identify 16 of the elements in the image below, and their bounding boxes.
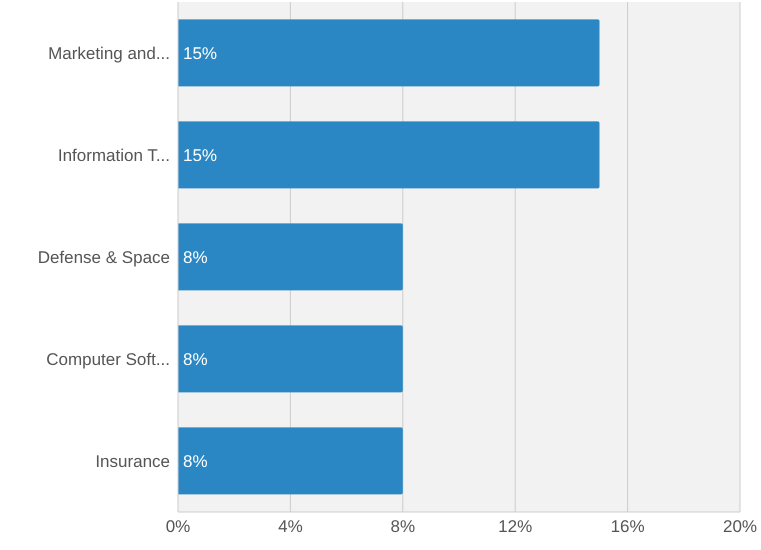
data-label: 8% bbox=[183, 452, 208, 471]
y-tick-label: Insurance bbox=[95, 452, 170, 472]
data-label: 15% bbox=[183, 44, 218, 63]
y-tick-label: Defense & Space bbox=[38, 248, 170, 268]
data-label: 15% bbox=[183, 146, 218, 165]
data-label: 8% bbox=[183, 248, 208, 267]
x-tick-label: 20% bbox=[722, 517, 758, 536]
y-tick-label: Marketing and... bbox=[48, 44, 170, 64]
x-tick-label: 16% bbox=[610, 517, 645, 536]
y-tick-label: Computer Soft... bbox=[46, 350, 170, 370]
x-tick-label: 12% bbox=[498, 517, 532, 536]
data-label: 8% bbox=[183, 350, 208, 369]
x-tick-label: 4% bbox=[278, 517, 303, 536]
x-tick-label: 8% bbox=[390, 517, 416, 536]
y-tick-label: Information T... bbox=[58, 146, 170, 166]
x-tick-label: 0% bbox=[166, 517, 190, 536]
